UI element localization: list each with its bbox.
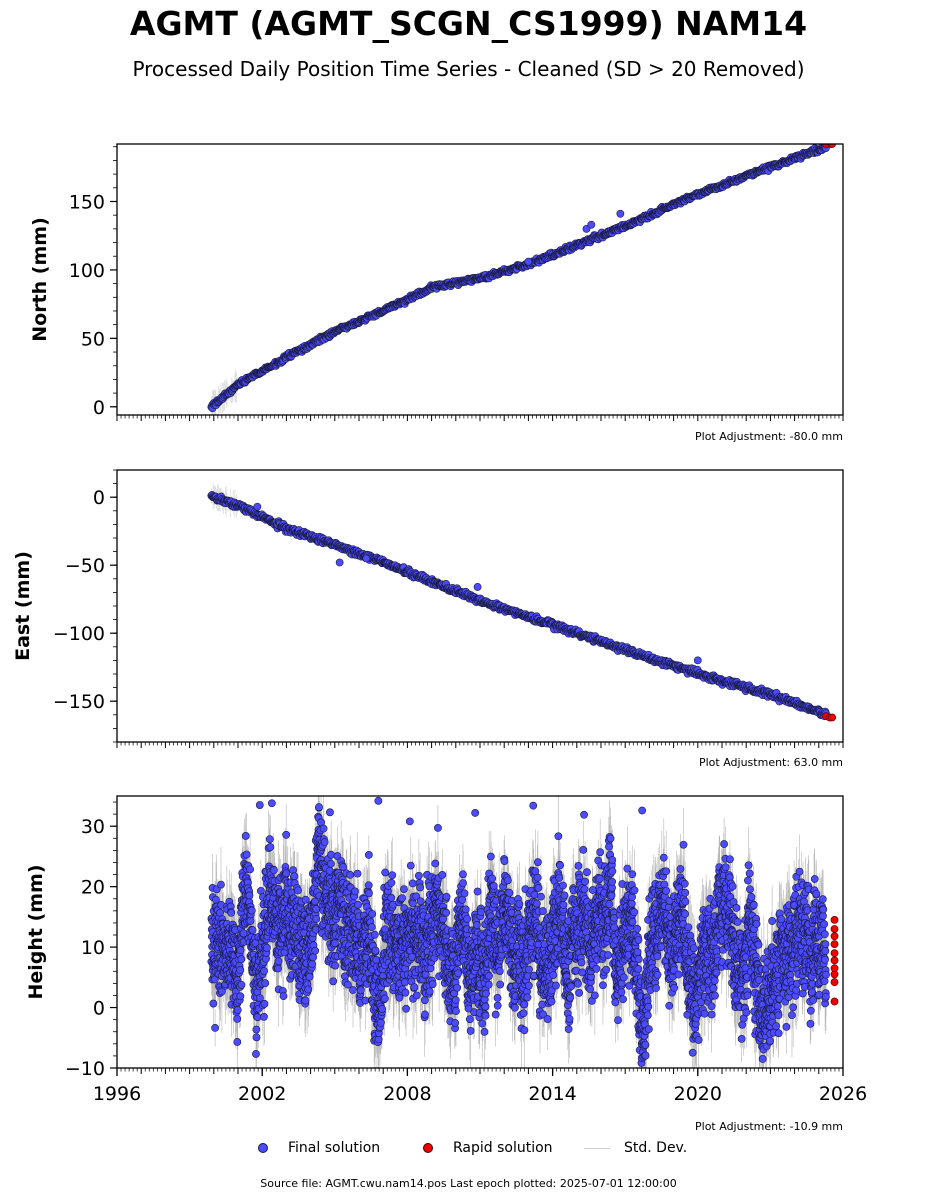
final-point [587,220,596,229]
rapid-point [828,144,837,148]
y-axis-label: East (mm) [12,551,34,661]
final-point [693,656,702,665]
final-point [524,257,533,266]
y-tick-label: −50 [65,555,105,577]
final-point [616,209,625,218]
panel-2: 0 −50 −100 −150 East (mm) Plot Adjustment: 63… [12,469,844,769]
panel-1: 0 50 100 150 North (mm) Plot Adjustment: -80.… [29,143,844,443]
y-tick-label: 100 [69,260,105,282]
final-solution-points [207,144,830,413]
y-tick-label: −150 [53,691,105,713]
chart-title: AGMT (AGMT_SCGN_CS1999) NAM14 [129,4,808,43]
final-point [253,502,262,511]
y-axis-label: North (mm) [29,217,51,342]
plot-area-3 [207,796,839,1068]
y-tick-label: 150 [69,191,105,213]
chart-subtitle: Processed Daily Position Time Series - C… [132,57,805,81]
y-tick-label: −100 [53,623,105,645]
final-point [473,583,482,591]
y-tick-label: 50 [81,328,105,350]
plot-adjustment-label: Plot Adjustment: -80.0 mm [695,430,843,443]
plot-area-2 [207,481,837,722]
y-tick-label: 0 [93,487,105,509]
final-point [362,554,371,563]
plot-adjustment-label: Plot Adjustment: 63.0 mm [699,756,843,769]
final-point [335,558,344,567]
rapid-solution-points [822,144,837,148]
final-solution-points [207,491,830,720]
rapid-point [828,713,837,722]
y-tick-label: 0 [93,397,105,419]
rapid-solution-points [822,712,837,722]
plot-area-1 [207,144,837,415]
